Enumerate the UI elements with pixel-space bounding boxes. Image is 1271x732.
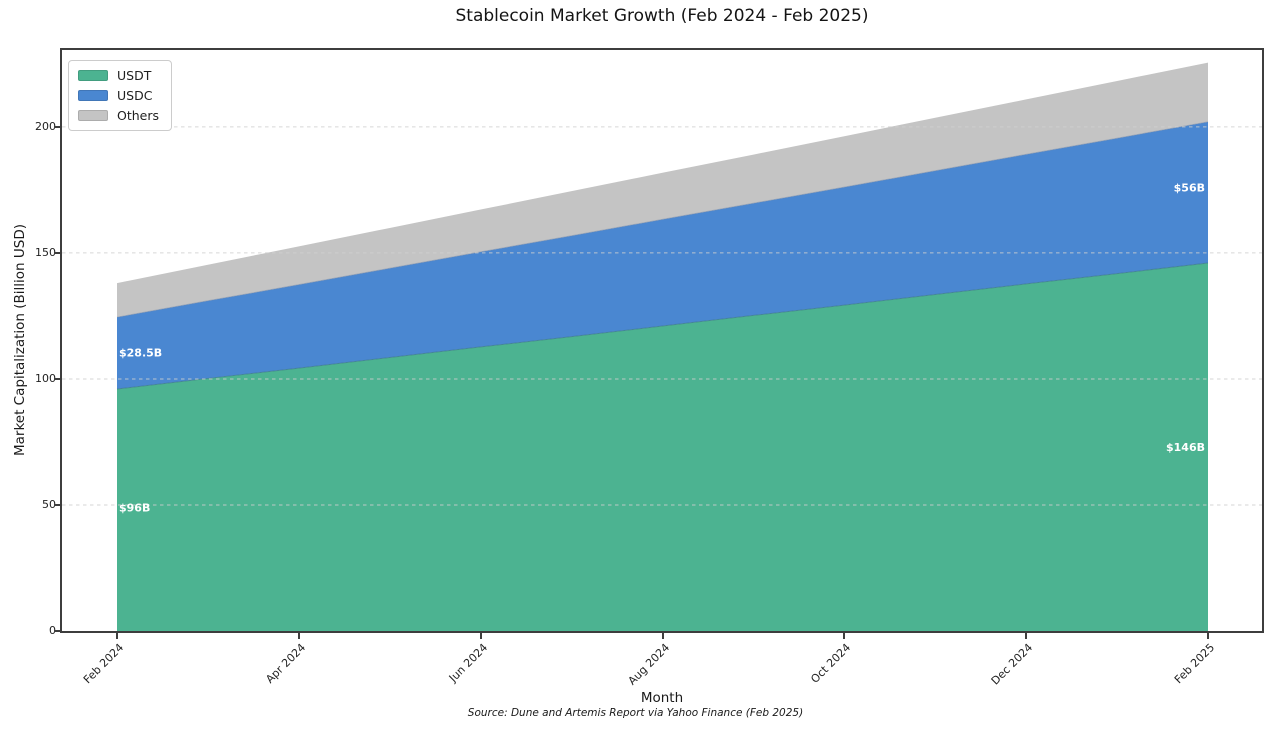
y-tick-mark <box>54 630 60 632</box>
area-others <box>117 62 1208 318</box>
band-boundary <box>116 121 1209 318</box>
value-annotation: $96B <box>119 501 150 514</box>
band-boundary <box>116 262 1209 390</box>
x-tick-mark <box>661 633 664 639</box>
stacked-area-canvas: $96B $28.5B $146B $56B <box>62 62 1262 631</box>
area-usdc <box>117 121 1208 390</box>
legend-item-usdc: USDC <box>78 88 159 103</box>
y-tick-mark <box>54 125 60 128</box>
chart-title: Stablecoin Market Growth (Feb 2024 - Feb… <box>455 6 869 26</box>
source-note: Source: Dune and Artemis Report via Yaho… <box>467 707 804 719</box>
x-tick-mark <box>116 633 118 639</box>
value-annotation: $56B <box>1174 181 1205 194</box>
plot-area: $96B $28.5B $146B $56B <box>60 48 1264 633</box>
legend-item-usdt: USDT <box>78 68 159 83</box>
legend-item-others: Others <box>78 108 159 123</box>
value-annotation: $146B <box>1166 441 1205 454</box>
y-tick-label: 100 <box>35 371 56 385</box>
y-tick-mark <box>54 377 60 380</box>
x-tick-mark <box>1025 633 1028 639</box>
legend-label-others: Others <box>117 108 160 123</box>
y-tick-label: 150 <box>35 245 56 259</box>
y-tick-label: 50 <box>42 497 56 511</box>
legend: USDT USDC Others <box>68 60 173 131</box>
x-axis-label: Month <box>640 690 684 706</box>
legend-swatch-others <box>78 110 108 121</box>
x-tick-mark <box>843 633 846 639</box>
value-annotation: $28.5B <box>119 346 162 359</box>
legend-swatch-usdc <box>78 90 108 101</box>
y-tick-label: 200 <box>35 119 56 133</box>
legend-label-usdc: USDC <box>117 88 153 103</box>
y-tick-mark <box>54 503 60 506</box>
legend-label-usdt: USDT <box>117 68 152 83</box>
x-tick-mark <box>297 633 300 639</box>
y-tick-mark <box>54 251 60 254</box>
y-tick-label: 0 <box>49 624 56 637</box>
legend-swatch-usdt <box>78 70 108 81</box>
area-usdt <box>117 262 1208 631</box>
x-tick-mark <box>479 633 482 639</box>
x-tick-mark <box>1207 633 1209 639</box>
